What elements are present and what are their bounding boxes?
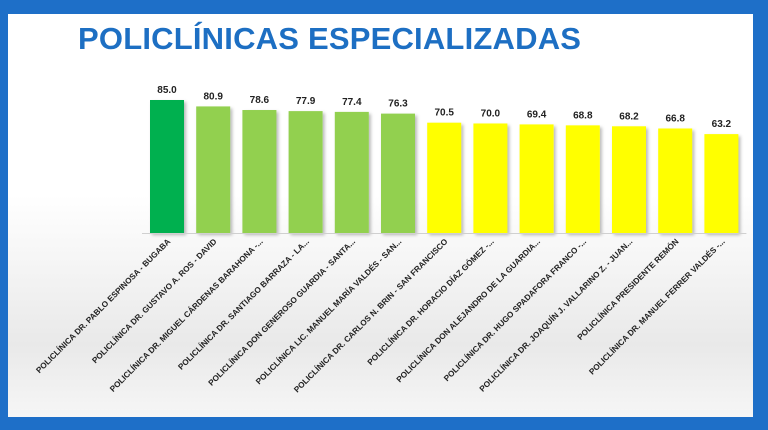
bar-11 bbox=[612, 126, 646, 233]
bar-10 bbox=[565, 125, 600, 233]
value-label-10: 68.8 bbox=[573, 110, 593, 121]
bar-3 bbox=[242, 110, 277, 233]
value-label-7: 70.5 bbox=[434, 108, 454, 119]
value-label-11: 68.2 bbox=[619, 111, 639, 122]
category-label-7: POLICLÍNICA DR. CARLOS N. BRIN - SAN FRA… bbox=[292, 236, 450, 394]
value-label-4: 77.9 bbox=[296, 96, 316, 107]
value-label-9: 69.4 bbox=[527, 109, 547, 120]
value-labels-group: 85.0 80.9 78.6 77.9 77.4 76.3 70.5 70.0 69.4 68.8… bbox=[157, 85, 731, 130]
value-label-5: 77.4 bbox=[342, 97, 362, 108]
value-label-3: 78.6 bbox=[250, 95, 270, 106]
category-label-3: POLICLÍNICA DR. MIGUEL CÁRDENAS BARAHONA… bbox=[107, 236, 264, 393]
bar-6 bbox=[381, 113, 415, 233]
bars-group bbox=[150, 100, 739, 233]
bar-5 bbox=[334, 111, 369, 233]
value-label-8: 70.0 bbox=[481, 108, 501, 119]
bar-13 bbox=[704, 134, 739, 233]
bar-8 bbox=[473, 123, 508, 233]
bar-2 bbox=[196, 106, 231, 233]
bar-4 bbox=[288, 111, 323, 233]
value-label-6: 76.3 bbox=[388, 99, 408, 110]
value-label-1: 85.0 bbox=[157, 85, 177, 96]
bar-9 bbox=[519, 124, 554, 233]
category-label-12: POLICLÍNICA PRESIDENTE REMÓN bbox=[574, 236, 680, 342]
category-labels-group: POLICLÍNICA DR. PABLO ESPINOSA - BUGABAP… bbox=[34, 236, 727, 395]
value-label-12: 66.8 bbox=[665, 113, 685, 124]
bar-7 bbox=[427, 122, 462, 233]
value-label-2: 80.9 bbox=[203, 91, 223, 102]
value-label-13: 63.2 bbox=[712, 119, 732, 130]
category-label-11: POLICLÍNICA DR. JOAQUÍN J. VALLARINO Z. … bbox=[477, 236, 634, 393]
chart-title: POLICLÍNICAS ESPECIALIZADAS bbox=[78, 21, 582, 56]
bar-1 bbox=[150, 100, 184, 233]
bar-12 bbox=[658, 128, 693, 233]
